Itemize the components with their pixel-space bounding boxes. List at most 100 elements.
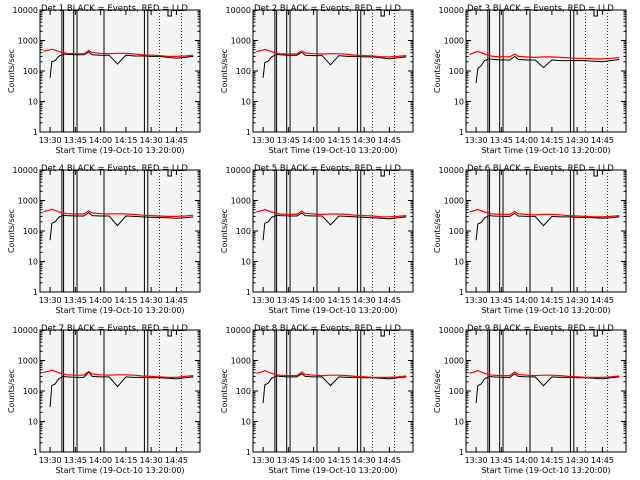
- y-tick-label: 10000: [226, 326, 251, 335]
- y-axis-label: Counts/sec: [220, 369, 229, 413]
- top-bracket: [167, 10, 172, 17]
- x-tick-label: 14:30: [140, 296, 163, 305]
- top-bracket: [380, 330, 385, 337]
- x-tick-label: 13:45: [64, 296, 87, 305]
- series-line-lld: [256, 48, 407, 58]
- x-tick-label: 14:15: [114, 296, 137, 305]
- x-tick-label: 13:45: [490, 136, 513, 145]
- x-tick-label: 14:30: [140, 456, 163, 465]
- x-tick-label: 13:30: [252, 456, 275, 465]
- y-tick-label: 1000: [231, 37, 251, 46]
- y-tick-label: 1: [246, 128, 251, 137]
- detector-panel-9: 1 10 100 1000 10000 13:30 13:45 14:00 14:15 14:30…: [433, 324, 627, 475]
- x-tick-label: 14:45: [591, 296, 614, 305]
- y-tick-label: 1: [33, 448, 38, 457]
- chart-title: Det 9 BLACK = Events, RED = LLD: [467, 324, 614, 334]
- y-tick-label: 1000: [444, 37, 464, 46]
- x-tick-label: 13:30: [39, 136, 62, 145]
- x-tick-label: 14:15: [540, 296, 563, 305]
- x-axis-label: Start Time (19-Oct-10 13:20:00): [481, 306, 610, 315]
- y-tick-label: 10000: [226, 6, 251, 15]
- detector-panel-3: 1 10 100 1000 10000 13:30 13:45 14:00 14:15 14:30…: [433, 4, 627, 155]
- y-tick-label: 100: [23, 227, 38, 236]
- x-axis-label: Start Time (19-Oct-10 13:20:00): [268, 466, 397, 475]
- series-line-events: [262, 373, 407, 404]
- series-line-events: [475, 212, 620, 241]
- y-tick-label: 1: [459, 128, 464, 137]
- chart-title: Det 7 BLACK = Events, RED = LLD: [41, 324, 188, 334]
- y-tick-label: 10000: [13, 6, 38, 15]
- top-bracket: [380, 10, 385, 17]
- y-tick-label: 10000: [439, 326, 464, 335]
- top-bracket: [167, 330, 172, 337]
- x-tick-label: 14:45: [591, 136, 614, 145]
- x-tick-label: 13:45: [277, 456, 300, 465]
- y-tick-label: 100: [236, 67, 251, 76]
- x-tick-label: 13:30: [252, 296, 275, 305]
- series-line-events: [49, 51, 194, 78]
- x-tick-label: 13:45: [490, 296, 513, 305]
- x-tick-label: 14:00: [302, 136, 325, 145]
- x-axis-label: Start Time (19-Oct-10 13:20:00): [481, 146, 610, 155]
- y-tick-label: 100: [23, 67, 38, 76]
- top-bracket: [593, 330, 598, 337]
- y-axis-label: Counts/sec: [433, 49, 442, 93]
- y-tick-label: 1: [33, 128, 38, 137]
- series-line-lld: [256, 208, 407, 218]
- series-line-events: [475, 55, 620, 84]
- y-tick-label: 100: [449, 227, 464, 236]
- x-tick-label: 13:30: [465, 136, 488, 145]
- x-tick-label: 14:30: [566, 296, 589, 305]
- x-tick-label: 14:30: [566, 136, 589, 145]
- x-tick-label: 14:15: [327, 136, 350, 145]
- y-tick-label: 100: [449, 387, 464, 396]
- y-axis-label: Counts/sec: [7, 369, 16, 413]
- y-tick-label: 1: [246, 448, 251, 457]
- top-bracket: [167, 170, 172, 177]
- x-tick-label: 13:30: [465, 456, 488, 465]
- x-tick-label: 14:15: [327, 456, 350, 465]
- x-tick-label: 13:45: [277, 136, 300, 145]
- y-tick-label: 1000: [444, 357, 464, 366]
- y-tick-label: 1: [459, 448, 464, 457]
- plot-area: [466, 10, 626, 132]
- y-tick-label: 1: [33, 288, 38, 297]
- series-line-lld: [43, 369, 194, 378]
- x-tick-label: 13:30: [252, 136, 275, 145]
- y-tick-label: 1000: [231, 197, 251, 206]
- x-axis-label: Start Time (19-Oct-10 13:20:00): [268, 306, 397, 315]
- y-tick-label: 100: [236, 387, 251, 396]
- x-axis-label: Start Time (19-Oct-10 13:20:00): [55, 466, 184, 475]
- detector-panel-1: 1 10 100 1000 10000 13:30 13:45 14:00 14:15 14:30…: [7, 4, 201, 155]
- x-tick-label: 13:45: [277, 296, 300, 305]
- x-tick-label: 14:15: [540, 136, 563, 145]
- series-line-lld: [256, 369, 407, 378]
- y-axis-label: Counts/sec: [220, 209, 229, 253]
- x-tick-label: 13:45: [64, 136, 87, 145]
- y-tick-label: 10: [28, 258, 38, 267]
- plot-area: [253, 330, 413, 452]
- series-line-events: [49, 371, 194, 407]
- chart-title: Det 1 BLACK = Events, RED = LLD: [41, 4, 188, 14]
- y-tick-label: 1000: [18, 357, 38, 366]
- x-tick-label: 13:45: [64, 456, 87, 465]
- y-tick-label: 100: [236, 227, 251, 236]
- series-line-lld: [43, 48, 194, 58]
- x-tick-label: 13:45: [490, 456, 513, 465]
- chart-title: Det 3 BLACK = Events, RED = LLD: [467, 4, 614, 14]
- y-axis-label: Counts/sec: [7, 209, 16, 253]
- detector-panel-6: 1 10 100 1000 10000 13:30 13:45 14:00 14:15 14:30…: [433, 164, 627, 315]
- chart-title: Det 2 BLACK = Events, RED = LLD: [254, 4, 401, 14]
- y-tick-label: 1: [459, 288, 464, 297]
- x-tick-label: 14:00: [515, 136, 538, 145]
- y-tick-label: 10: [241, 98, 251, 107]
- x-tick-label: 14:45: [591, 456, 614, 465]
- y-tick-label: 10: [454, 418, 464, 427]
- y-tick-label: 10000: [13, 326, 38, 335]
- y-tick-label: 10: [454, 258, 464, 267]
- y-axis-label: Counts/sec: [220, 49, 229, 93]
- y-tick-label: 100: [449, 67, 464, 76]
- plot-area: [253, 10, 413, 132]
- x-tick-label: 13:30: [465, 296, 488, 305]
